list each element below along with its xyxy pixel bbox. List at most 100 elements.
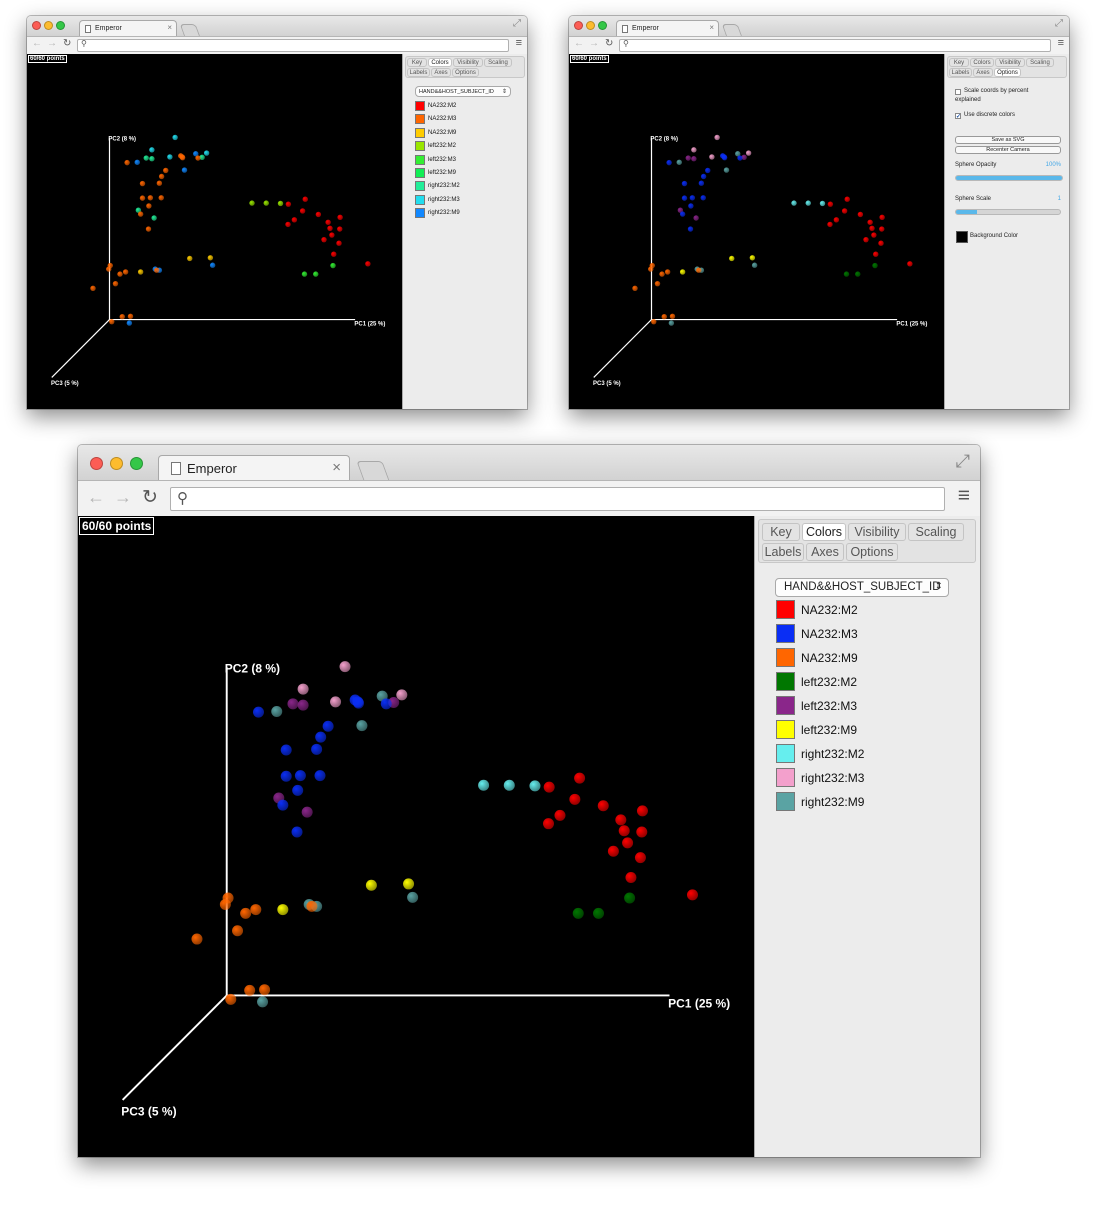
emperor-3d-viewport[interactable]: PC1 (25 %) PC2 (8 %) PC3 (5 %) 60/60 point… [569,54,944,409]
reload-icon[interactable]: ↻ [63,38,72,49]
tab-visibility[interactable]: Visibility [848,523,906,541]
fullscreen-icon[interactable]: ⤢ [1055,18,1063,29]
reload-icon[interactable]: ↻ [605,38,614,49]
address-bar[interactable]: ⚲ [170,487,945,511]
sphere-scale-slider[interactable] [955,209,1061,215]
legend-item[interactable]: right232:M2 [415,181,460,192]
tab-visibility[interactable]: Visibility [453,58,483,67]
legend-item[interactable]: left232:M3 [776,696,857,715]
forward-icon[interactable]: → [47,38,57,49]
legend-item[interactable]: left232:M9 [776,720,857,739]
pcoa-scatter-plot[interactable]: PC1 (25 %) PC2 (8 %) PC3 (5 %) [569,54,944,409]
maximize-window-button[interactable] [598,21,607,30]
tab-colors[interactable]: Colors [970,58,994,67]
close-window-button[interactable] [574,21,583,30]
minimize-window-button[interactable] [44,21,53,30]
background-color-swatch[interactable] [956,231,968,243]
close-window-button[interactable] [32,21,41,30]
recenter-camera-button[interactable]: Recenter Camera [955,146,1061,154]
legend-color-swatch[interactable] [415,154,425,165]
legend-color-swatch[interactable] [776,600,795,619]
minimize-window-button[interactable] [586,21,595,30]
back-icon[interactable]: ← [32,38,42,49]
legend-color-swatch[interactable] [415,127,425,138]
color-category-select[interactable]: HAND&&HOST_SUBJECT_ID ⇕ [775,578,949,597]
emperor-3d-viewport[interactable]: PC1 (25 %) PC2 (8 %) PC3 (5 %) 60/60 point… [27,54,402,409]
legend-item[interactable]: left232:M2 [415,141,456,152]
legend-item[interactable]: right232:M3 [776,768,864,787]
back-icon[interactable]: ← [574,38,584,49]
legend-item[interactable]: NA232:M2 [415,101,456,111]
legend-item[interactable]: NA232:M9 [776,648,858,667]
address-bar[interactable]: ⚲ [77,39,509,52]
tab-visibility[interactable]: Visibility [995,58,1025,67]
tab-axes[interactable]: Axes [973,68,993,77]
reload-icon[interactable]: ↻ [142,487,158,508]
legend-color-swatch[interactable] [776,648,795,667]
legend-item[interactable]: right232:M3 [415,194,460,205]
close-tab-icon[interactable]: × [709,23,714,32]
tab-scaling[interactable]: Scaling [908,523,964,541]
legend-color-swatch[interactable] [776,792,795,811]
legend-color-swatch[interactable] [415,141,425,152]
fullscreen-icon[interactable]: ⤢ [513,18,521,29]
color-category-select[interactable]: HAND&&HOST_SUBJECT_ID ⇕ [415,86,511,97]
tab-key[interactable]: Key [762,523,800,541]
discrete-colors-checkbox[interactable]: ✓ [955,113,962,120]
legend-item[interactable]: NA232:M3 [776,624,858,643]
tab-options[interactable]: Options [846,543,898,561]
forward-icon[interactable]: → [589,38,599,49]
pcoa-scatter-plot[interactable]: PC1 (25 %) PC2 (8 %) PC3 (5 %) [27,54,402,409]
legend-item[interactable]: left232:M3 [415,154,456,165]
tab-axes[interactable]: Axes [431,68,451,77]
tab-labels[interactable]: Labels [762,543,804,561]
fullscreen-icon[interactable]: ⤢ [955,451,970,471]
tab-options[interactable]: Options [452,68,479,77]
pcoa-scatter-plot[interactable]: PC1 (25 %) PC2 (8 %) PC3 (5 %) [78,516,754,1157]
close-window-button[interactable] [90,457,103,470]
legend-color-swatch[interactable] [415,208,425,219]
tab-key[interactable]: Key [407,58,427,67]
tab-labels[interactable]: Labels [407,68,430,77]
close-tab-icon[interactable]: × [167,23,172,32]
legend-color-swatch[interactable] [776,744,795,763]
back-icon[interactable]: ← [87,487,105,507]
tab-axes[interactable]: Axes [806,543,844,561]
browser-tab[interactable]: Emperor × [616,20,719,36]
scale-coords-checkbox[interactable] [955,89,961,95]
tab-options[interactable]: Options [994,68,1021,77]
legend-item[interactable]: right232:M2 [776,744,864,763]
close-tab-icon[interactable]: × [332,459,341,476]
legend-color-swatch[interactable] [415,181,425,192]
emperor-3d-viewport[interactable]: PC1 (25 %) PC2 (8 %) PC3 (5 %) 60/60 point… [78,516,754,1157]
legend-color-swatch[interactable] [776,624,795,643]
legend-color-swatch[interactable] [776,672,795,691]
legend-item[interactable]: right232:M9 [415,208,460,219]
browser-tab[interactable]: Emperor × [158,455,350,480]
maximize-window-button[interactable] [56,21,65,30]
new-tab-button[interactable] [356,461,390,481]
tab-colors[interactable]: Colors [428,58,452,67]
menu-icon[interactable]: ≡ [515,37,522,49]
legend-color-swatch[interactable] [776,696,795,715]
maximize-window-button[interactable] [130,457,143,470]
browser-tab[interactable]: Emperor × [79,20,177,36]
legend-color-swatch[interactable] [415,114,425,125]
legend-item[interactable]: NA232:M3 [415,114,456,125]
tab-colors[interactable]: Colors [802,523,846,541]
menu-icon[interactable]: ≡ [1057,37,1064,49]
legend-color-swatch[interactable] [415,101,425,111]
legend-color-swatch[interactable] [776,768,795,787]
legend-color-swatch[interactable] [415,168,425,178]
address-bar[interactable]: ⚲ [619,39,1051,52]
tab-scaling[interactable]: Scaling [484,58,512,67]
legend-color-swatch[interactable] [776,720,795,739]
legend-item[interactable]: left232:M9 [415,168,456,178]
legend-item[interactable]: left232:M2 [776,672,857,691]
legend-item[interactable]: NA232:M9 [415,127,456,138]
tab-key[interactable]: Key [949,58,969,67]
tab-labels[interactable]: Labels [949,68,972,77]
save-as-svg-button[interactable]: Save as SVG [955,136,1061,144]
minimize-window-button[interactable] [110,457,123,470]
legend-color-swatch[interactable] [415,194,425,205]
